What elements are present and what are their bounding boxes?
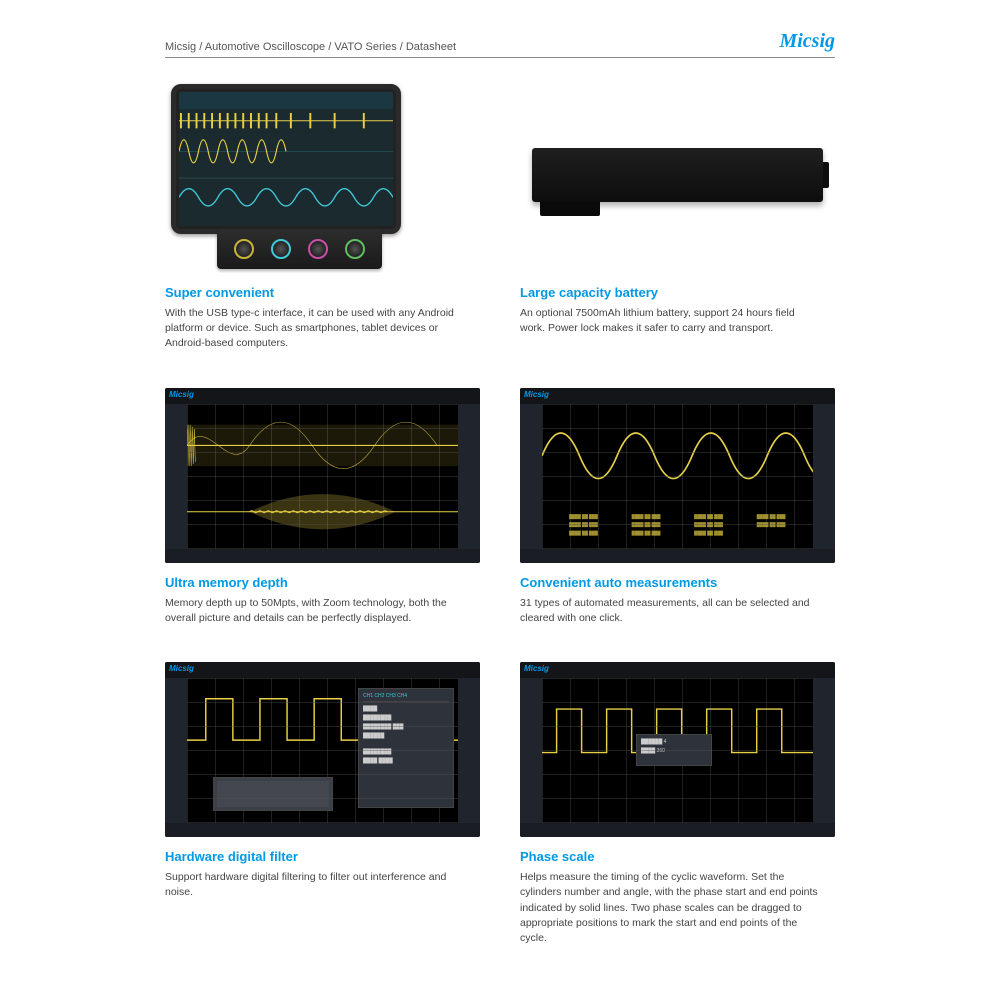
micsig-tag-icon: Micsig xyxy=(169,664,194,673)
feature-title: Ultra memory depth xyxy=(165,575,480,590)
feature-auto-measurements: Micsig ████ ██.███ ████ ██.███ ████ ██.█… xyxy=(520,388,835,626)
breadcrumb: Micsig / Automotive Oscilloscope / VATO … xyxy=(165,41,456,53)
feature-description: 31 types of automated measurements, all … xyxy=(520,596,820,626)
page-header: Micsig / Automotive Oscilloscope / VATO … xyxy=(165,30,835,58)
settings-dialog: CH1 CH2 CH3 CH4 ████ ████████ ████████ █… xyxy=(358,688,454,808)
svg-text:████ ██.███: ████ ██.███ xyxy=(694,530,723,536)
screenshot-memory: Micsig xyxy=(165,388,480,563)
bnc-port-icon xyxy=(271,239,291,259)
svg-text:████ ██.███: ████ ██.███ xyxy=(694,514,723,520)
svg-text:████ ██.███: ████ ██.███ xyxy=(569,514,598,520)
feature-digital-filter: Micsig CH1 CH2 CH3 CH4 ████ ████████ ███… xyxy=(165,662,480,946)
feature-description: With the USB type-c interface, it can be… xyxy=(165,306,465,352)
product-image-battery xyxy=(520,78,835,273)
svg-text:████ ██.███: ████ ██.███ xyxy=(569,522,598,528)
svg-text:████ ██.███: ████ ██.███ xyxy=(632,522,661,528)
screenshot-filter: Micsig CH1 CH2 CH3 CH4 ████ ████████ ███… xyxy=(165,662,480,837)
feature-title: Large capacity battery xyxy=(520,285,835,300)
feature-memory-depth: Micsig xyxy=(165,388,480,626)
battery-illustration xyxy=(532,148,823,202)
tablet-waveform-icon xyxy=(179,92,393,226)
svg-text:████ ██.███: ████ ██.███ xyxy=(757,514,786,520)
burst-waveform-icon xyxy=(187,404,458,549)
bnc-port-icon xyxy=(308,239,328,259)
feature-grid: Super convenient With the USB type-c int… xyxy=(165,78,835,946)
square-waveform-icon xyxy=(542,678,813,823)
feature-large-battery: Large capacity battery An optional 7500m… xyxy=(520,78,835,352)
square-waveform-icon xyxy=(187,678,458,823)
screenshot-phase: Micsig ██████ 4 ████ 360 xyxy=(520,662,835,837)
svg-text:████ ██.███: ████ ██.███ xyxy=(694,522,723,528)
feature-super-convenient: Super convenient With the USB type-c int… xyxy=(165,78,480,352)
zoom-strip xyxy=(213,777,333,811)
oscilloscope-device-illustration xyxy=(217,229,382,269)
micsig-tag-icon: Micsig xyxy=(169,390,194,399)
feature-description: Helps measure the timing of the cyclic w… xyxy=(520,870,820,946)
feature-title: Convenient auto measurements xyxy=(520,575,835,590)
feature-description: Support hardware digital filtering to fi… xyxy=(165,870,465,900)
bnc-port-icon xyxy=(345,239,365,259)
sine-waveform-icon: ████ ██.███ ████ ██.███ ████ ██.███ ████… xyxy=(542,404,813,549)
tablet-illustration xyxy=(171,84,401,234)
svg-text:████ ██.███: ████ ██.███ xyxy=(632,514,661,520)
svg-text:████ ██.███: ████ ██.███ xyxy=(757,522,786,528)
screenshot-measurements: Micsig ████ ██.███ ████ ██.███ ████ ██.█… xyxy=(520,388,835,563)
feature-title: Phase scale xyxy=(520,849,835,864)
svg-text:████ ██.███: ████ ██.███ xyxy=(569,530,598,536)
feature-title: Super convenient xyxy=(165,285,480,300)
feature-description: An optional 7500mAh lithium battery, sup… xyxy=(520,306,820,336)
svg-text:████ ██.███: ████ ██.███ xyxy=(632,530,661,536)
product-image-tablet xyxy=(165,78,480,273)
micsig-tag-icon: Micsig xyxy=(524,390,549,399)
feature-description: Memory depth up to 50Mpts, with Zoom tec… xyxy=(165,596,465,626)
feature-title: Hardware digital filter xyxy=(165,849,480,864)
micsig-tag-icon: Micsig xyxy=(524,664,549,673)
phase-dialog: ██████ 4 ████ 360 xyxy=(636,734,712,766)
brand-logo: Micsig xyxy=(779,30,835,53)
feature-phase-scale: Micsig ██████ 4 ████ 360 Phase scale Hel… xyxy=(520,662,835,946)
bnc-port-icon xyxy=(234,239,254,259)
